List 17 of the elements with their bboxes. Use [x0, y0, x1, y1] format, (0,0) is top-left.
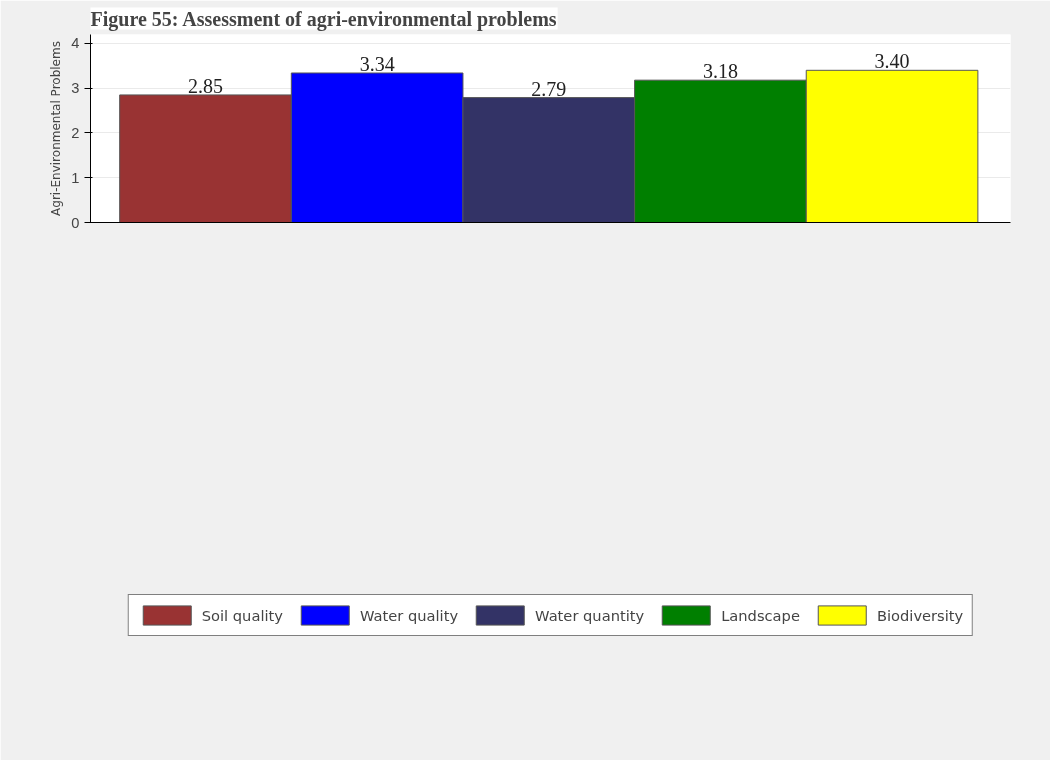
data-label: 3.40 [874, 50, 910, 73]
y-tick-label: 3 [71, 80, 80, 97]
legend-label: Landscape [721, 606, 800, 624]
data-label: 2.79 [531, 77, 567, 100]
chart-title: Figure 55: Assessment of agri-environmental problems [90, 7, 557, 31]
y-tick-label: 4 [71, 35, 80, 52]
legend-label: Water quality [359, 606, 459, 624]
y-tick-label: 2 [71, 124, 80, 141]
data-label: 3.18 [702, 60, 738, 83]
data-label: 2.85 [188, 74, 223, 97]
data-label: 3.34 [359, 53, 395, 75]
legend-label: Water quantity [535, 606, 645, 624]
legend-label: Biodiversity [876, 606, 964, 624]
legend-label: Soil quality [201, 606, 283, 624]
y-tick-label: 0 [71, 214, 80, 231]
y-axis-title: Agri-Environmental Problems [49, 41, 64, 216]
y-tick-label: 1 [71, 169, 80, 186]
